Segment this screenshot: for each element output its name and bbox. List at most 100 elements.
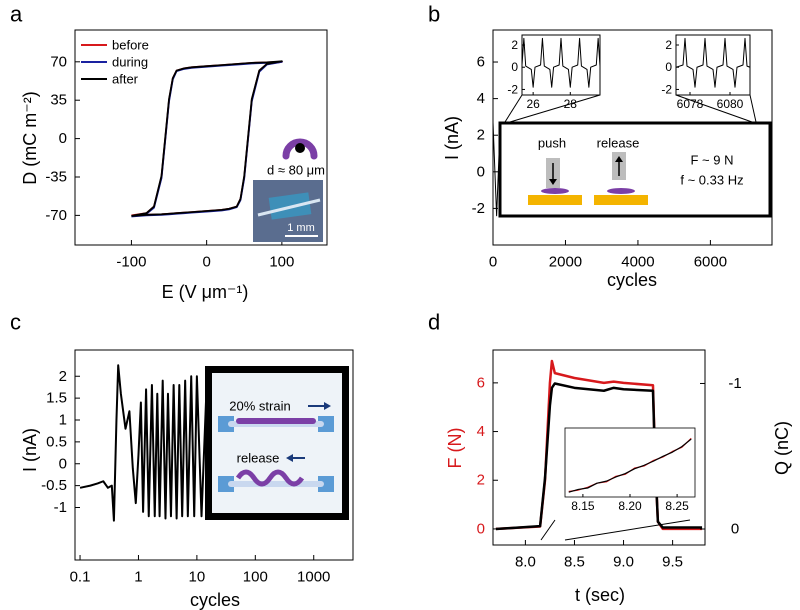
x-tick-label: 2000 [549,254,582,271]
x-tick-label: 1000 [297,569,330,586]
axes-frame [74,349,354,561]
panel-label: a [10,2,23,27]
y-tick-label: 2 [477,472,485,489]
x-tick-label: 4000 [621,254,654,271]
y-tick-label: 2 [59,368,67,385]
decorations: d ≈ 80 μm 1 mm push release F ~ 9 N f ~ … [205,94,772,541]
clamp [218,476,234,492]
x-tick-label: 6078 [677,97,704,111]
axes-frame [74,29,328,246]
x-tick-label: 9.0 [613,554,634,571]
y-axis-label: I (nA) [20,428,40,472]
annotation: f ~ 0.33 Hz [680,173,743,188]
axes-frame [675,34,751,96]
series-line [676,37,750,88]
x-tick-label: 26 [526,97,540,111]
y-tick-label: 4 [477,423,485,440]
connector [509,94,601,123]
x-axis-label: cycles [607,270,657,290]
y-tick-label: 1.5 [46,390,67,407]
y-tick-label: -35 [45,168,67,185]
arrow-head [615,156,623,162]
axes-frame [521,34,601,96]
fiber [236,418,316,424]
y-tick-label: 0 [477,163,485,180]
y-tick-label: -2 [661,82,672,96]
annotation: 20% strain [229,399,290,414]
x-tick-label: 6000 [694,254,727,271]
y-tick-label: 4 [477,90,485,107]
legend-label: during [112,55,148,70]
substrate [594,195,648,205]
y-tick-label: 1 [59,412,67,429]
connector [504,94,523,123]
x-axis-label: E (V μm⁻¹) [162,282,249,302]
connector [749,94,757,123]
x-tick-label: 8.15 [571,499,595,513]
x-tick-label: 8.25 [665,499,689,513]
x-axis-label: t (sec) [575,585,625,605]
y-tick-label: -0.5 [41,477,67,494]
series-line [568,438,692,493]
fiber [235,469,305,487]
x-tick-label: 8.5 [564,554,585,571]
y-tick-label: 0 [59,130,67,147]
panel-label: d [428,310,440,335]
x-tick-label: 0.1 [70,569,91,586]
annotation: push [538,136,566,151]
legend-label: before [112,38,149,53]
x-tick-label: 0 [489,254,497,271]
photo-wire [257,198,321,217]
y-tick-label: 35 [50,92,67,109]
fiber-icon [282,138,318,160]
y2-tick-label: -1 [728,375,741,392]
x-tick-label: 28 [564,97,578,111]
x-tick-label: 100 [243,569,268,586]
y-tick-label: 0.5 [46,433,67,450]
x-tick-label: 100 [269,254,294,271]
x-tick-label: 8.0 [515,554,536,571]
clamp [218,416,234,432]
x-tick-label: 0 [202,254,210,271]
annotation: release [597,136,640,151]
clamp [318,476,334,492]
x-tick-label: 1 [134,569,142,586]
fiber [607,188,635,194]
annotation: 1 mm [287,222,315,234]
x-tick-label: 9.5 [662,554,683,571]
series-line [522,37,600,88]
plot-area [565,428,695,497]
x-axis-label: cycles [190,590,240,610]
y-tick-label: 6 [477,54,485,71]
y-tick-label: -2 [472,200,485,217]
annotation: F ~ 9 N [691,153,734,168]
series-line [131,60,283,217]
panel-label: c [10,310,21,335]
arrow-head [286,454,293,462]
y-tick-label: 2 [665,38,672,52]
legend-label: after [112,72,139,87]
x-tick-label: -100 [116,254,146,271]
series-line [495,382,703,531]
axes-frame [492,29,773,246]
y-axis-label: F (N) [445,428,465,469]
y-tick-label: 70 [50,53,67,70]
y-tick-label: 0 [665,60,672,74]
y-tick-label: -2 [507,82,518,96]
connector [540,519,556,541]
y-tick-label: 2 [511,38,518,52]
panel-label: b [428,2,440,27]
y-tick-label: 2 [477,127,485,144]
plot-area [676,35,750,95]
x-tick-label: 6080 [717,97,744,111]
y-axis-label: I (nA) [442,116,462,160]
clamp [318,416,334,432]
y2-axis-label: Q (nC) [772,421,792,475]
x-tick-label: 8.20 [618,499,642,513]
y-tick-label: 0 [477,520,485,537]
annotation: release [237,451,280,466]
x-tick-label: 10 [189,569,206,586]
y-tick-label: -1 [54,499,67,516]
arrow-head [549,179,557,185]
